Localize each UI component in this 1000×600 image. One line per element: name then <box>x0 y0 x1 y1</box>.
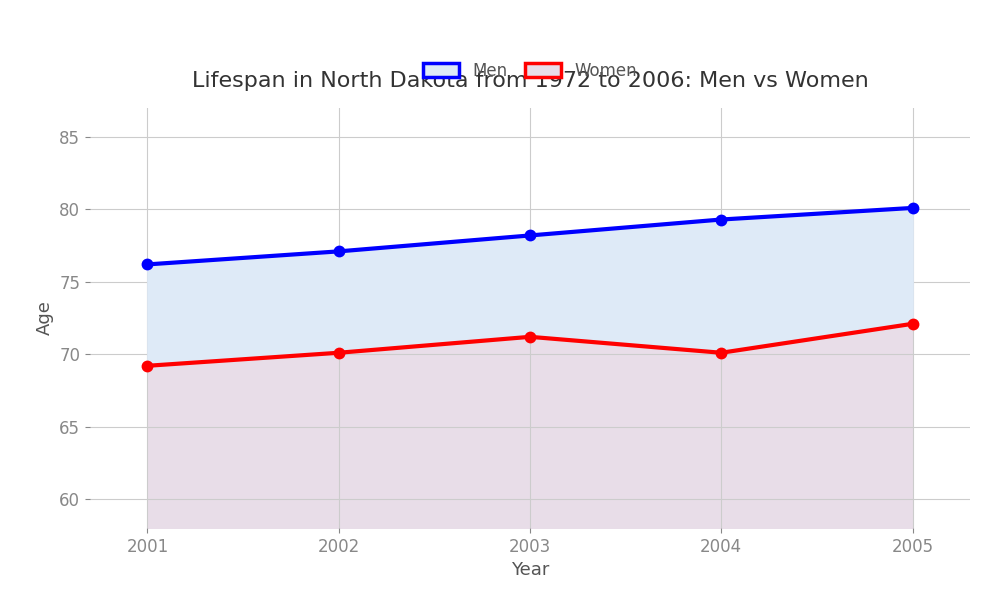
Title: Lifespan in North Dakota from 1972 to 2006: Men vs Women: Lifespan in North Dakota from 1972 to 20… <box>192 71 868 91</box>
X-axis label: Year: Year <box>511 561 549 579</box>
Y-axis label: Age: Age <box>36 301 54 335</box>
Legend: Men, Women: Men, Women <box>414 53 646 88</box>
